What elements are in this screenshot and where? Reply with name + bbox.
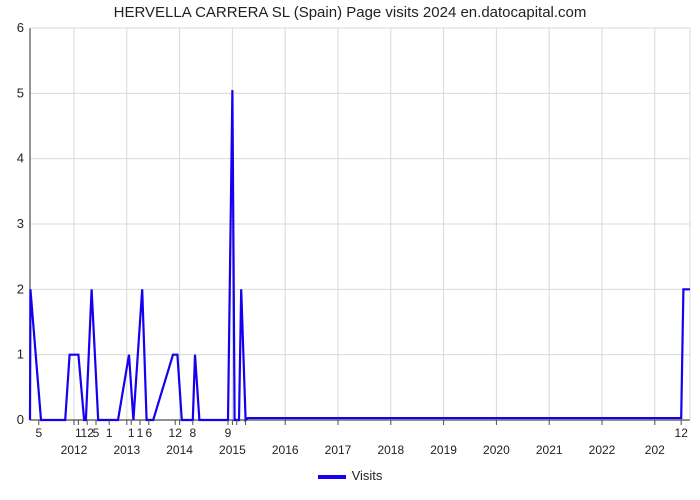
svg-text:5: 5 (93, 426, 100, 440)
svg-text:9: 9 (225, 426, 232, 440)
svg-text:2020: 2020 (483, 443, 510, 457)
svg-text:12: 12 (675, 426, 689, 440)
svg-text:6: 6 (145, 426, 152, 440)
svg-text:2018: 2018 (377, 443, 404, 457)
legend: Visits (0, 468, 700, 483)
svg-text:5: 5 (35, 426, 42, 440)
svg-text:2015: 2015 (219, 443, 246, 457)
svg-text:2016: 2016 (272, 443, 299, 457)
svg-text:2022: 2022 (589, 443, 616, 457)
legend-label: Visits (352, 468, 383, 483)
svg-text:2021: 2021 (536, 443, 563, 457)
svg-text:2: 2 (17, 281, 24, 296)
svg-text:12: 12 (169, 426, 183, 440)
svg-text:6: 6 (17, 20, 24, 35)
svg-text:1: 1 (106, 426, 113, 440)
svg-text:202: 202 (645, 443, 665, 457)
svg-text:2014: 2014 (166, 443, 193, 457)
svg-text:2013: 2013 (113, 443, 140, 457)
svg-text:0: 0 (17, 412, 24, 427)
line-chart: 0123456511251116128912201220132014201520… (0, 0, 700, 500)
svg-text:3: 3 (17, 216, 24, 231)
svg-text:4: 4 (17, 151, 24, 166)
svg-text:2012: 2012 (61, 443, 88, 457)
svg-text:5: 5 (17, 85, 24, 100)
svg-text:1: 1 (137, 426, 144, 440)
svg-text:8: 8 (189, 426, 196, 440)
svg-text:1: 1 (128, 426, 135, 440)
svg-text:2019: 2019 (430, 443, 457, 457)
svg-text:1: 1 (17, 347, 24, 362)
svg-text:2017: 2017 (325, 443, 352, 457)
